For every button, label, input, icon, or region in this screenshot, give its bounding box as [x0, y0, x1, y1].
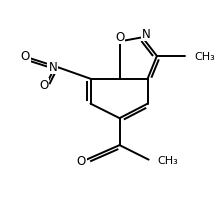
- Text: CH₃: CH₃: [194, 52, 215, 62]
- Text: N: N: [48, 61, 57, 73]
- Text: O: O: [115, 31, 124, 44]
- Text: O: O: [77, 154, 86, 167]
- Text: N: N: [142, 28, 150, 40]
- Text: O: O: [21, 50, 30, 63]
- Text: CH₃: CH₃: [157, 155, 178, 165]
- Text: O: O: [39, 79, 49, 92]
